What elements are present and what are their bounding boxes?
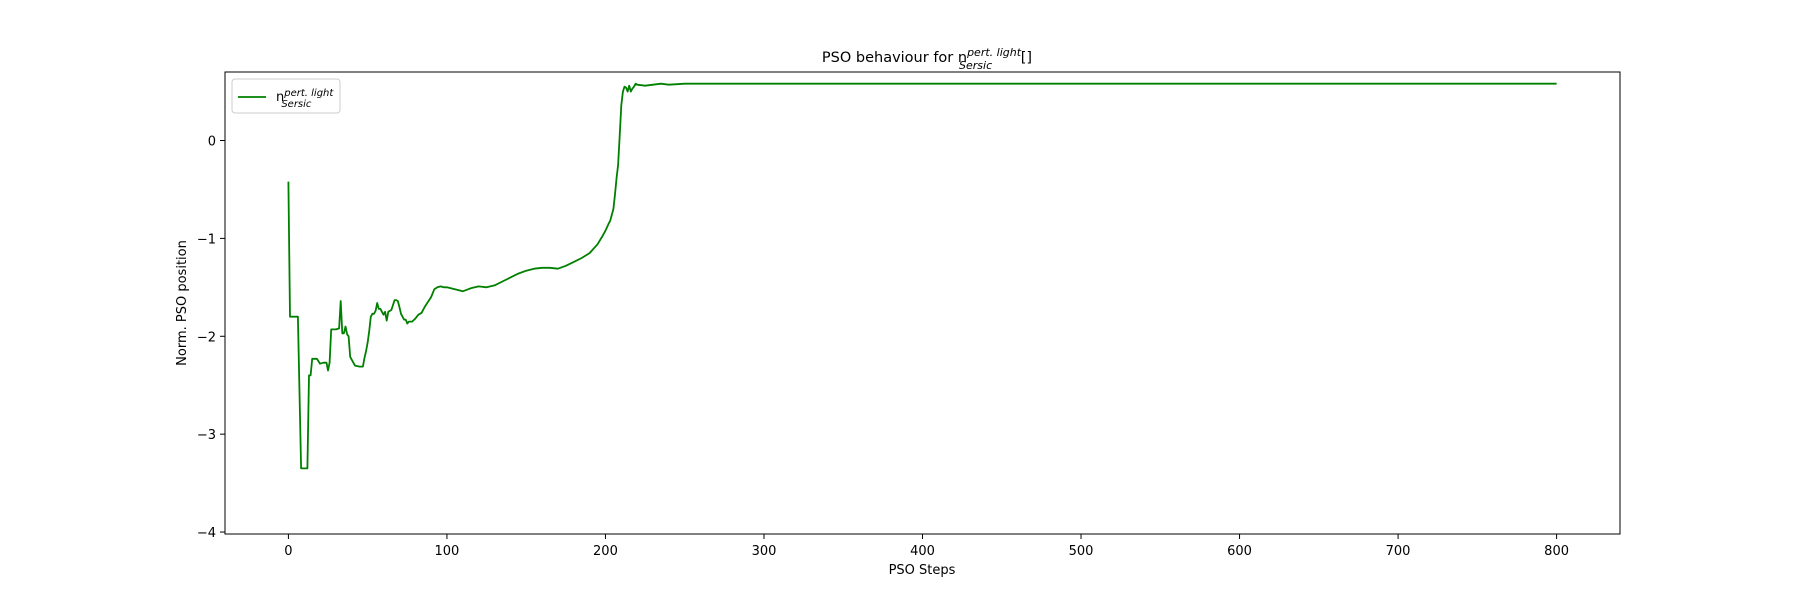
- x-tick-label: 100: [435, 544, 460, 559]
- x-axis-ticks: 0 100 200 300 400 500 600 700 800: [284, 534, 1569, 559]
- x-tick-label: 600: [1227, 544, 1252, 559]
- chart-title: PSO behaviour for npert. light Sersic []: [822, 46, 1032, 72]
- x-tick-label: 200: [593, 544, 618, 559]
- y-tick-label: −1: [197, 232, 216, 247]
- y-tick-label: −2: [197, 330, 216, 345]
- x-axis-label: PSO Steps: [889, 563, 956, 578]
- legend-box: [231, 78, 341, 114]
- x-tick-label: 400: [910, 544, 935, 559]
- y-axis-ticks: 0 −1 −2 −3 −4: [197, 135, 225, 541]
- x-tick-label: 500: [1069, 544, 1094, 559]
- y-tick-label: −3: [197, 428, 216, 443]
- x-tick-label: 300: [752, 544, 777, 559]
- x-tick-label: 700: [1386, 544, 1411, 559]
- legend-entry-label: npert. light Sersic: [276, 88, 334, 110]
- y-axis-label: Norm. PSO position: [175, 240, 190, 366]
- y-tick-label: −4: [197, 526, 216, 541]
- x-tick-label: 800: [1544, 544, 1569, 559]
- x-tick-label: 0: [284, 544, 292, 559]
- series-line: [287, 82, 1557, 470]
- y-tick-label: 0: [208, 135, 216, 150]
- legend: npert. light Sersic: [231, 78, 341, 114]
